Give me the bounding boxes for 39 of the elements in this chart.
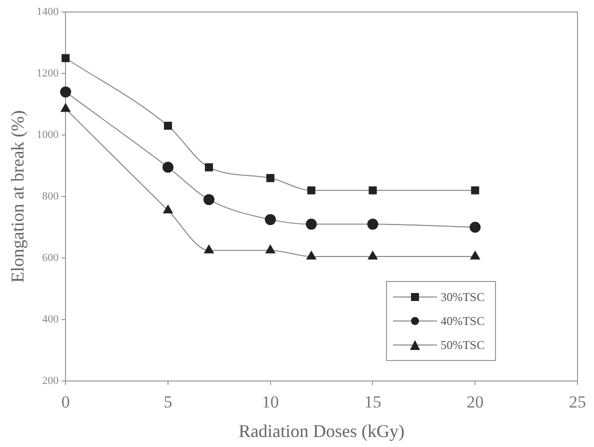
x-axis-title: Radiation Doses (kGy)	[238, 420, 405, 441]
point	[470, 250, 480, 260]
point	[306, 250, 316, 260]
legend-label: 30%TSC	[440, 290, 485, 304]
y-tick-label: 1400	[36, 6, 60, 18]
x-tick-label: 15	[364, 392, 382, 412]
y-tick-label: 1200	[36, 67, 60, 80]
point	[204, 244, 214, 254]
point	[307, 186, 316, 194]
x-tick-label: 0	[61, 392, 70, 412]
point	[163, 204, 173, 214]
x-tick-label: 20	[466, 392, 484, 412]
point	[62, 54, 70, 62]
legend-label: 40%TSC	[440, 314, 485, 328]
point	[471, 186, 480, 194]
point	[266, 244, 276, 254]
legend-label: 50%TSC	[440, 338, 485, 352]
point	[368, 250, 378, 260]
point	[60, 86, 72, 98]
point	[306, 218, 317, 230]
y-tick-label: 800	[42, 190, 60, 202]
y-axis-title: Elongation at break (%)	[8, 110, 28, 283]
point	[264, 214, 276, 226]
point	[367, 218, 378, 230]
y-tick-label: 400	[42, 313, 60, 326]
y-tick-label: 1000	[36, 128, 60, 141]
x-tick-label: 10	[262, 392, 279, 412]
point	[162, 162, 174, 173]
point	[266, 174, 274, 182]
point	[470, 222, 481, 233]
y-tick-label: 200	[42, 374, 60, 387]
point	[204, 163, 213, 172]
point	[203, 194, 214, 206]
x-tick-label: 5	[164, 392, 172, 412]
x-tick-label: 25	[569, 392, 586, 412]
point	[164, 122, 172, 130]
point	[368, 186, 377, 194]
y-tick-label: 600	[42, 252, 60, 264]
point	[60, 103, 70, 112]
